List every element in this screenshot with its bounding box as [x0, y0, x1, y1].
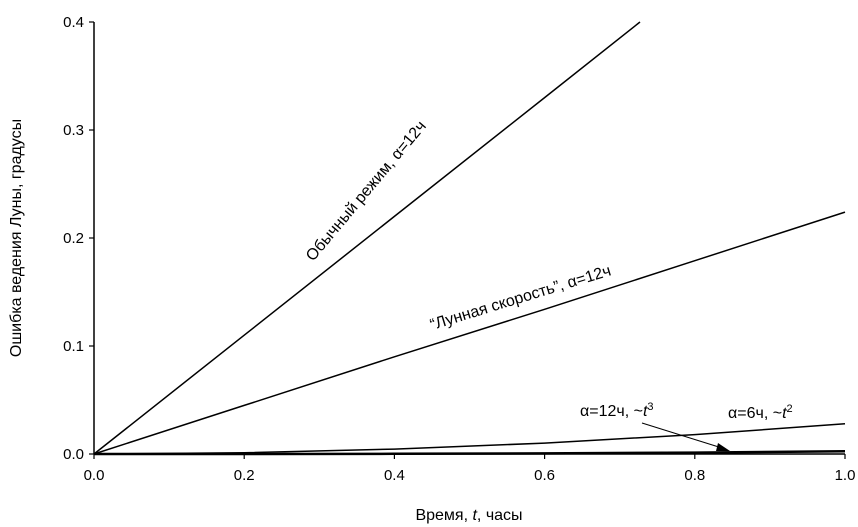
series-label-lunar-rate: “Лунная скорость”, α=12ч: [428, 263, 613, 334]
y-tick-label: 0.1: [63, 338, 84, 355]
x-tick-label: 0.2: [234, 467, 255, 484]
x-axis-title: Время, t, часы: [415, 507, 522, 524]
x-tick-label: 1.0: [835, 467, 856, 484]
series-label-normal-mode: Обычный режим, α=12ч: [303, 118, 430, 265]
y-axis-title: Ошибка ведения Луны, градусы: [8, 119, 25, 357]
series-line-lunar-rate: [93, 211, 846, 455]
y-tick-label: 0.3: [63, 122, 84, 139]
x-tick-label: 0.0: [84, 467, 105, 484]
x-tick-label: 0.6: [534, 467, 555, 484]
x-tick-label: 0.8: [684, 467, 705, 484]
plot-lines: [93, 21, 846, 456]
series-label-t3: α=12ч, ~t3: [580, 401, 654, 420]
series-line-t2: [93, 423, 846, 455]
series-label-t2: α=6ч, ~t2: [728, 403, 793, 422]
y-tick-label: 0.0: [63, 446, 84, 463]
x-tick-label: 0.4: [384, 467, 405, 484]
axis-ticks: 0.0 0.2 0.4 0.6 0.8 1.0 0.0 0.1 0.2 0.3 0.4: [63, 14, 855, 484]
y-tick-label: 0.2: [63, 230, 84, 247]
y-tick-label: 0.4: [63, 14, 84, 31]
pointer-arrow-line: [641, 422, 723, 449]
series-line-normal-mode: [93, 21, 641, 455]
pointer-arrow-head: [716, 443, 730, 451]
